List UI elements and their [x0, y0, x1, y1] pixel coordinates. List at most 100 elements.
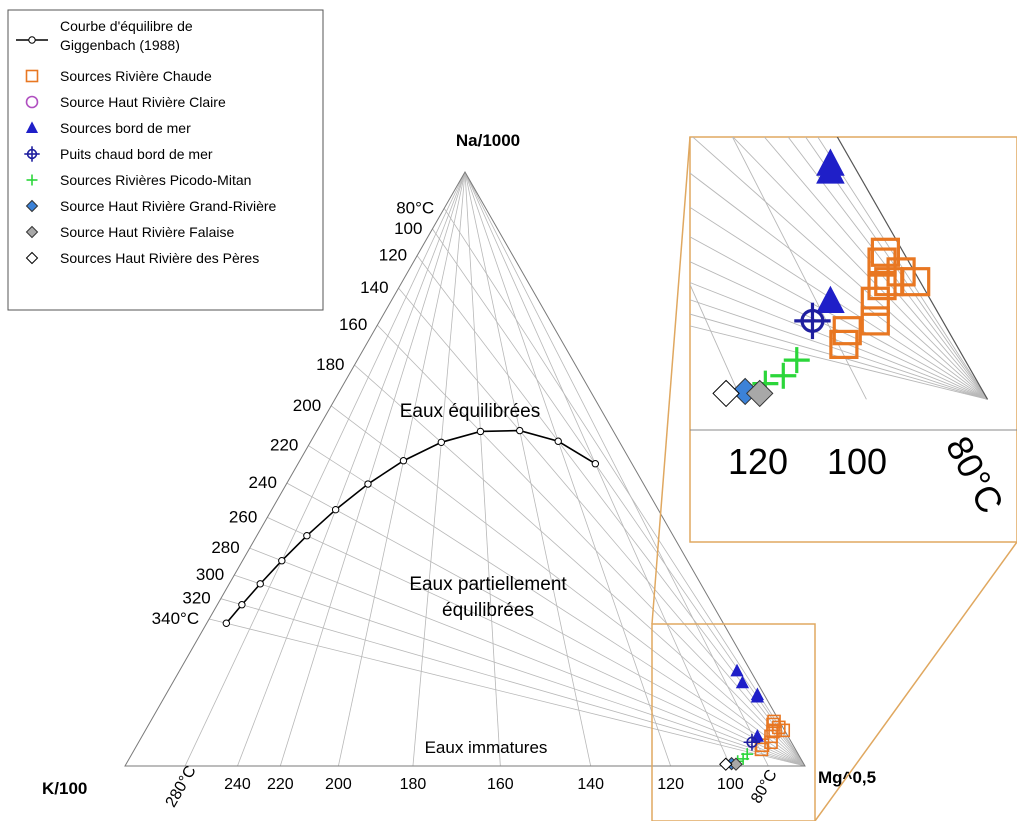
kmg-isotherm-line [237, 172, 466, 766]
equilibrium-node [303, 532, 311, 540]
marker-square [829, 329, 859, 360]
legend-item: Puits chaud bord de mer [24, 146, 213, 162]
legend-label: Sources Haut Rivière des Pères [60, 250, 259, 266]
kmg-isotherm-label: 160 [487, 776, 514, 793]
kna-isotherm-label: 100 [394, 219, 422, 238]
kna-isotherm-label: 300 [196, 565, 224, 584]
equilibrium-node [399, 457, 408, 465]
legend-circle-icon [28, 36, 36, 44]
kmg-isotherm-label: 80°C [748, 767, 781, 806]
kna-isotherm-label: 320 [182, 589, 210, 608]
region-label-equilibrated: Eaux équilibrées [400, 401, 540, 422]
kna-isotherm-line [220, 598, 805, 766]
legend-label: Puits chaud bord de mer [60, 146, 213, 162]
marker-triangle [749, 70, 778, 97]
equilibrium-node [437, 438, 446, 447]
kmg-isotherm-line [338, 172, 466, 766]
marker-triangle [816, 156, 845, 184]
legend-item: Sources Haut Rivière des Pères [25, 250, 259, 266]
marker-square [870, 237, 900, 267]
marker-diamond [729, 757, 743, 771]
kna-isotherm-line [209, 618, 805, 766]
kmg-isotherm-line [464, 172, 731, 766]
kna-isotherm-label: 340°C [152, 609, 199, 628]
marker-square [764, 735, 778, 750]
kna-isotherm-label: 140 [360, 278, 388, 297]
kmg-isotherm-label: 220 [267, 776, 294, 793]
legend-frame [7, 9, 324, 311]
equilibrium-node [516, 426, 524, 435]
inset-kna-isotherm-line [692, 137, 988, 400]
equilibrium-node [554, 437, 562, 445]
inset-kna-isotherm-line [690, 261, 988, 400]
vertex-label-na: Na/1000 [456, 131, 520, 150]
marker-diamond [25, 225, 39, 239]
zoom-connector-top [651, 136, 691, 625]
legend-label: Source Haut Rivière Falaise [60, 224, 235, 240]
marker-diamond [25, 251, 39, 265]
inset-tick-120: 120 [728, 441, 788, 482]
marker-diamond [712, 379, 740, 408]
equilibrium-node [364, 480, 372, 488]
kmg-isotherm-line [464, 172, 671, 766]
equilibrium-node [278, 557, 286, 565]
legend-item: Sources Rivière Chaude [25, 68, 212, 84]
kna-isotherm-labels: 80°C 100 120 140 160 180 200 220 240 260 280 300 320… [152, 198, 435, 628]
marker-triangle [730, 663, 744, 677]
legend-item: Courbe d'équilibre de Giggenbach (1988) [16, 18, 193, 53]
data-points [719, 663, 791, 771]
isotherm-grid [184, 172, 805, 766]
legend-label: Sources Rivière Chaude [60, 68, 212, 84]
equilibrium-node [476, 427, 485, 436]
legend-label: Source Haut Rivière Claire [60, 94, 226, 110]
marker-square [766, 724, 780, 739]
equilibrium-node [222, 619, 231, 627]
equilibrium-curve [222, 426, 600, 627]
region-label-partial-2: équilibrées [442, 600, 534, 621]
kna-isotherm-line [267, 517, 805, 766]
marker-triangle [750, 689, 764, 703]
kna-isotherm-label: 120 [379, 246, 407, 265]
legend-label: Giggenbach (1988) [60, 37, 180, 53]
kna-isotherm-label: 220 [270, 436, 298, 455]
legend-item: Source Haut Rivière Falaise [25, 224, 235, 240]
kmg-isotherm-label: 180 [400, 776, 427, 793]
legend-label: Courbe d'équilibre de [60, 18, 193, 34]
kna-isotherm-line [443, 208, 805, 766]
marker-triangle [735, 675, 750, 689]
zoom-inset: 120 100 80°C [689, 70, 1017, 543]
zoom-connector-bottom [814, 541, 1017, 822]
legend-label: Sources Rivières Picodo-Mitan [60, 172, 251, 188]
kmg-isotherm-label: 140 [577, 776, 604, 793]
legend: Courbe d'équilibre de Giggenbach (1988) So… [7, 9, 324, 311]
region-label-immature: Eaux immatures [425, 738, 548, 757]
region-label-partial-1: Eaux partiellement [409, 574, 567, 595]
marker-square [860, 306, 890, 336]
kmg-isotherm-line [412, 172, 466, 766]
kmg-isotherm-line [464, 172, 592, 766]
marker-diamond [719, 757, 733, 771]
kna-isotherm-label: 160 [339, 315, 367, 334]
legend-item: Source Haut Rivière Claire [25, 94, 226, 110]
marker-square [867, 247, 897, 277]
inset-isotherm-grid [690, 137, 989, 400]
kna-isotherm-label: 180 [316, 355, 344, 374]
legend-label: Source Haut Rivière Grand-Rivière [60, 198, 277, 214]
marker-square [860, 286, 890, 316]
kna-isotherm-label: 260 [229, 507, 257, 526]
marker-square [25, 69, 39, 83]
kmg-isotherm-label: 200 [325, 776, 352, 793]
kmg-isotherm-label: 120 [657, 776, 684, 793]
marker-diamond [746, 379, 774, 408]
marker-diamond [25, 199, 39, 213]
inset-data-points [712, 70, 931, 408]
kna-isotherm-line [330, 405, 805, 766]
kna-isotherm-label: 240 [249, 473, 277, 492]
inset-kna-isotherm-line [732, 137, 988, 400]
inset-tick-100: 100 [827, 441, 887, 482]
kmg-isotherm-label: 240 [224, 776, 251, 793]
marker-square [754, 742, 769, 757]
kna-isotherm-label: 280 [211, 538, 239, 557]
marker-triangle [25, 121, 39, 133]
legend-item: Sources bord de mer [25, 120, 191, 136]
